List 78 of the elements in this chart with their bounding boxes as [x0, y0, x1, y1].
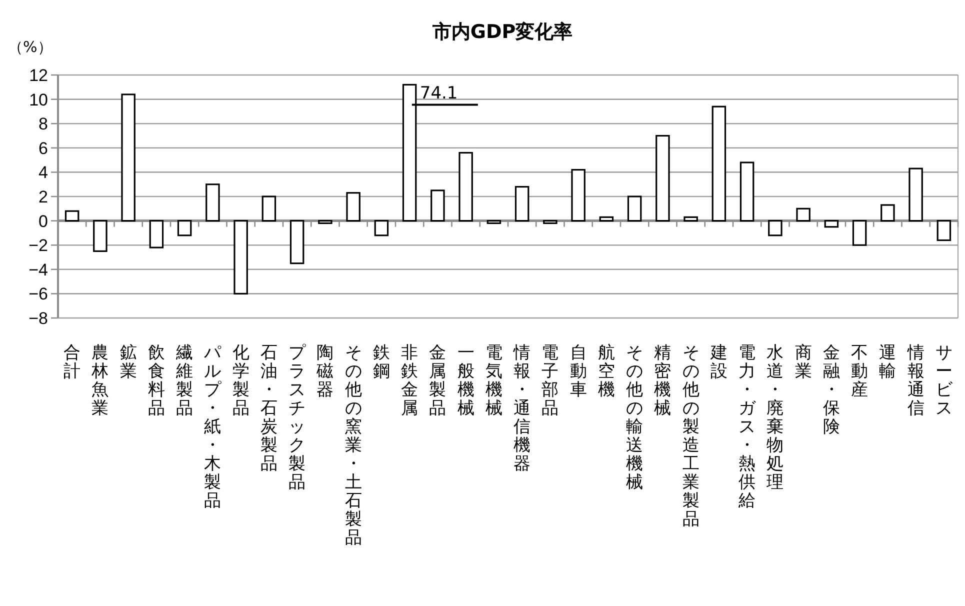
bar — [684, 216, 698, 222]
bar — [543, 220, 558, 224]
y-tick-label: −6 — [28, 284, 48, 304]
bar — [656, 134, 670, 222]
y-tick-label: −4 — [28, 260, 48, 280]
bar — [64, 210, 80, 222]
x-tick-label: 電子部品 — [542, 343, 559, 418]
category-label: その他の製造工業製品 — [682, 343, 700, 530]
annotation: 74.1 — [420, 84, 458, 104]
x-tick-label: その他の輸送機械 — [626, 343, 644, 492]
x-tick-label: 飲食料品 — [148, 343, 165, 418]
bar — [599, 216, 614, 222]
x-tick-label: 鉱業 — [120, 343, 137, 382]
x-tick-label: 陶磁器 — [316, 343, 334, 400]
y-tick-label: −8 — [28, 308, 48, 328]
bar — [571, 168, 586, 222]
y-tick-label: 10 — [29, 90, 48, 110]
y-axis-title: （%） — [8, 38, 52, 56]
y-tick-label: −2 — [28, 236, 48, 256]
x-tick-label: 鉄鋼 — [372, 343, 390, 382]
bar — [149, 220, 164, 248]
bar — [514, 186, 530, 222]
category-label: パルプ・紙・木製品 — [204, 343, 222, 511]
bar — [908, 168, 923, 222]
bar — [880, 204, 895, 222]
bar — [486, 220, 502, 224]
chart-title: 市内GDP変化率 — [431, 21, 573, 43]
x-tick-label: 運輸 — [879, 343, 896, 382]
bar — [852, 220, 867, 246]
bar — [936, 220, 952, 242]
y-tick-label: 2 — [38, 187, 48, 206]
bar — [234, 220, 248, 294]
x-tick-label: 金属製品 — [429, 343, 446, 418]
x-tick-label: 商業 — [794, 343, 812, 382]
bar — [262, 196, 276, 222]
x-tick-label: 化学製品 — [232, 343, 250, 418]
x-tick-label: 航空機 — [598, 343, 615, 400]
bar — [318, 220, 332, 224]
bar — [177, 220, 192, 236]
bar — [206, 184, 220, 222]
category-label: 電力・ガス・熱供給 — [738, 343, 756, 511]
x-tick-label: 電気機械 — [485, 343, 502, 418]
bar — [768, 220, 782, 236]
bar — [824, 220, 839, 228]
bar — [93, 220, 108, 252]
x-tick-label: 合計 — [64, 343, 81, 382]
x-tick-label: 一般機械 — [457, 343, 474, 418]
x-tick-label: サービス — [935, 343, 954, 418]
y-tick-label: 0 — [38, 212, 48, 231]
x-tick-label: プラスチック製品 — [288, 343, 307, 492]
bar — [430, 190, 445, 222]
bar — [796, 208, 810, 222]
x-tick-label: 精密機械 — [654, 343, 672, 418]
x-tick-label: 水道・廃棄物処理 — [766, 343, 784, 492]
y-tick-label: 6 — [38, 138, 48, 158]
bar — [627, 196, 642, 222]
bar — [402, 84, 417, 222]
bar — [290, 220, 304, 264]
y-tick-label: 8 — [38, 114, 48, 134]
x-tick-label: 建設 — [709, 343, 728, 382]
x-tick-label: 農林魚業 — [90, 343, 109, 418]
x-tick-label: 金融・保険 — [822, 343, 840, 437]
x-tick-label: 自動車 — [570, 343, 587, 400]
category-label: その他の窯業・土石製品 — [344, 343, 362, 548]
bar — [121, 94, 136, 222]
y-tick-label: 4 — [38, 163, 48, 182]
x-tick-label: 情報・通信機器 — [512, 343, 531, 474]
bar — [458, 152, 473, 222]
x-tick-label: 情報通信 — [906, 343, 924, 418]
bar — [374, 220, 389, 236]
x-tick-label: 石油・石炭製品 — [260, 343, 278, 474]
x-tick-label: 繊維製品 — [175, 343, 194, 418]
bar — [346, 192, 360, 222]
x-tick-label: 不動産 — [851, 343, 868, 400]
bar — [712, 106, 726, 222]
bar — [740, 162, 754, 222]
y-tick-label: 12 — [29, 66, 48, 85]
x-tick-label: 非鉄金属 — [401, 343, 418, 418]
